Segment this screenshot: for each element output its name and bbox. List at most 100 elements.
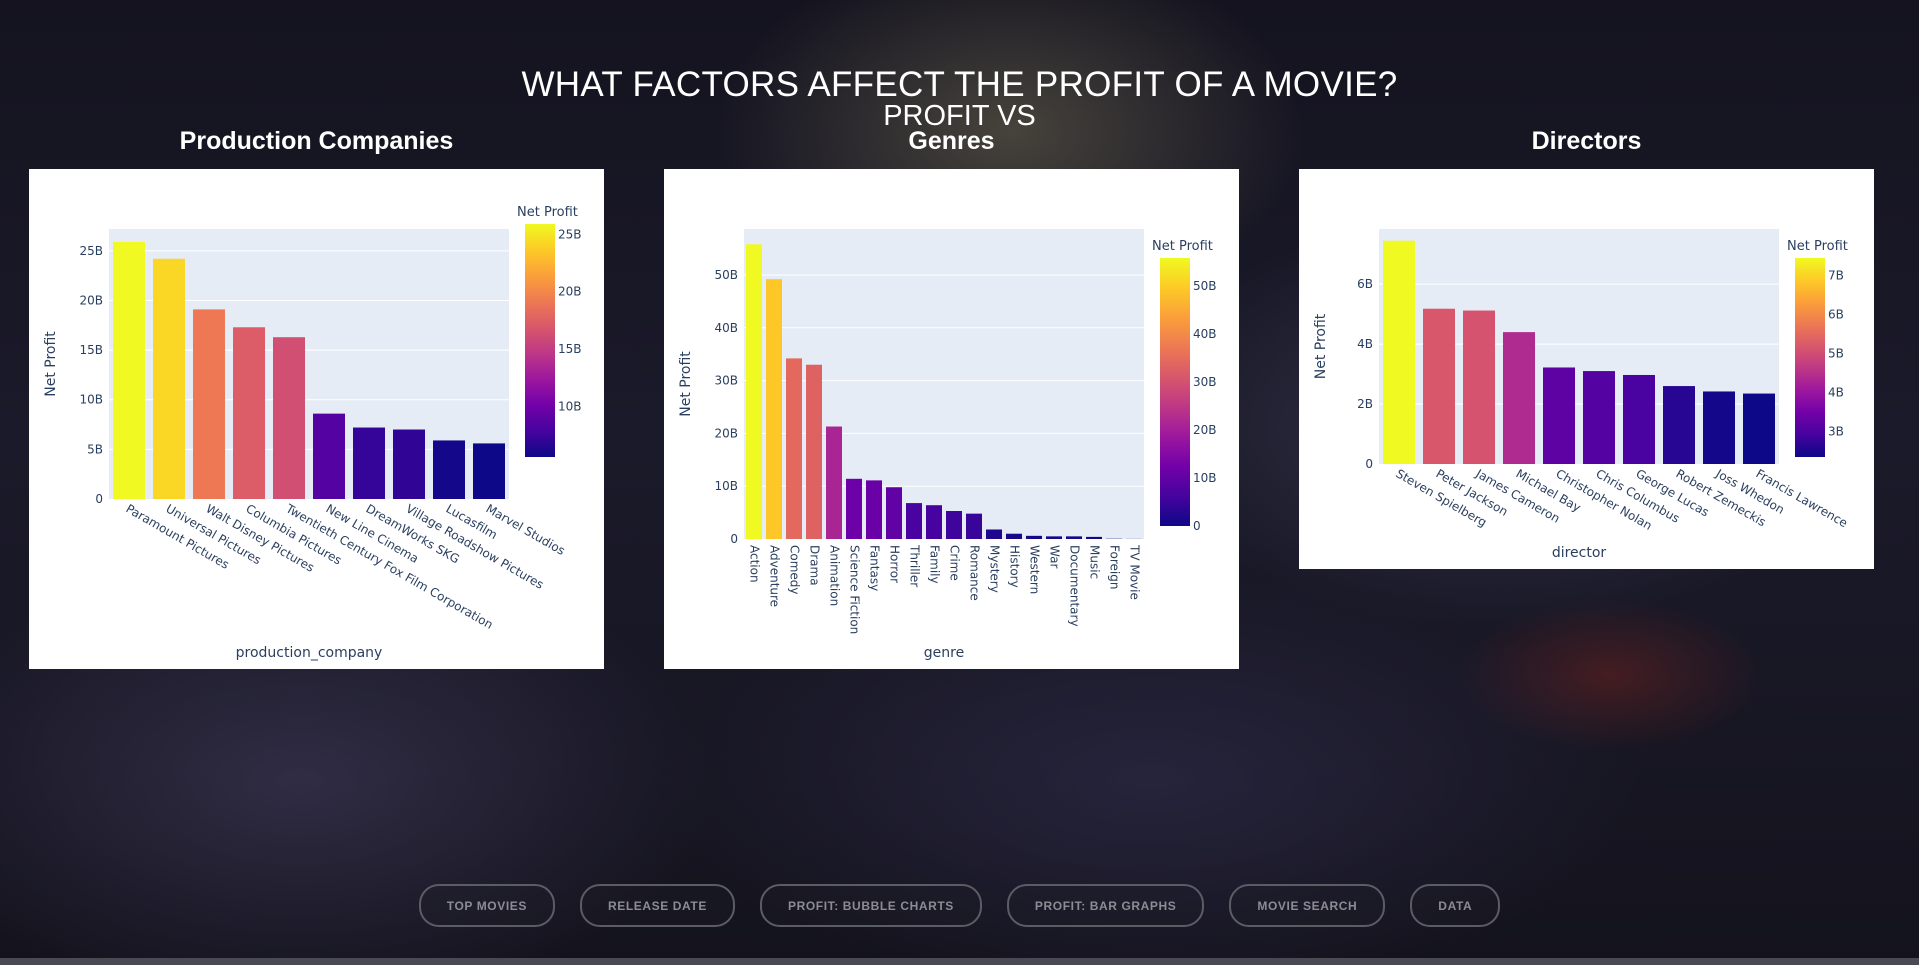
bar-crime [946,511,962,539]
bar-joss-whedon [1703,391,1735,464]
colorbar-tick-label: 10B [1193,471,1217,485]
bar-peter-jackson [1423,308,1455,464]
y-tick-label: 0 [730,532,738,546]
y-tick-label: 2B [1357,397,1373,411]
y-tick-label: 0 [1365,457,1373,471]
x-tick-label: Comedy [788,545,802,595]
bar-western [1026,535,1042,539]
y-tick-label: 20B [79,293,103,307]
x-tick-label: Family [928,545,942,584]
bar-drama [806,364,822,539]
y-axis-title: Net Profit [678,351,694,417]
bar-action [746,244,762,539]
y-tick-label: 50B [714,268,738,282]
colorbar-tick-label: 25B [558,227,582,241]
nav-top-movies-button[interactable]: TOP MOVIES [418,884,555,927]
x-tick-label: Science Fiction [848,545,862,634]
y-tick-label: 20B [714,426,738,440]
bar-family [926,505,942,539]
colorbar-title: Net Profit [517,205,578,220]
y-tick-label: 6B [1357,277,1373,291]
bar-village-roadshow-pictures [393,429,425,499]
directors-chart[interactable]: 0 2B 4B 6B Steven Spielberg Peter Jackson Jame… [1299,169,1874,569]
bar-history [1006,533,1022,539]
colorbar-tick-label: 3B [1828,425,1844,439]
bar-michael-bay [1503,332,1535,464]
nav-data-button[interactable]: DATA [1410,884,1501,927]
bar-new-line-cinema [313,413,345,499]
colorbar-title: Net Profit [1152,239,1213,254]
x-axis-title: production_company [236,645,383,661]
colorbar-tick-label: 20B [1193,423,1217,437]
x-tick-label: Thriller [908,544,922,587]
y-tick-label: 25B [79,244,103,258]
colorbar-tick-label: 10B [558,399,582,413]
bar-thriller [906,503,922,539]
bar-lucasfilm [433,440,465,499]
colorbar-tick-label: 40B [1193,327,1217,341]
bar-animation [826,426,842,539]
bar-walt-disney-pictures [193,309,225,499]
bar-paramount-pictures [113,241,145,499]
bar-james-cameron [1463,310,1495,464]
bar-columbia-pictures [233,327,265,499]
bar-universal-pictures [153,258,185,499]
y-tick-label: 15B [79,343,103,357]
x-axis-title: director [1552,545,1607,561]
nav-profit-bar-graphs-button[interactable]: PROFIT: BAR GRAPHS [1006,884,1205,927]
bar-science-fiction [846,478,862,539]
x-tick-label: Animation [828,545,842,606]
x-tick-label: Foreign [1108,545,1122,589]
bottom-nav: TOP MOVIES RELEASE DATE PROFIT: BUBBLE C… [0,884,1919,927]
nav-movie-search-button[interactable]: MOVIE SEARCH [1229,884,1386,927]
bar-marvel-studios [473,443,505,499]
genres-chart[interactable]: 0 10B 20B 30B 40B 50B Action Adventure Comedy Dra… [664,169,1239,669]
bar-twentieth-century-fox-film-corporation [273,337,305,499]
y-tick-label: 40B [714,321,738,335]
colorbar-tick-label: 0 [1193,519,1201,533]
chart-title-directors: Directors [1531,127,1642,155]
chart-title-production-companies: Production Companies [179,127,454,155]
x-axis-title: genre [924,645,964,661]
bar-war [1046,536,1062,539]
x-tick-label: TV Movie [1128,544,1142,600]
colorbar-tick-label: 30B [1193,375,1217,389]
bar-francis-lawrence [1743,393,1775,464]
y-tick-label: 30B [714,374,738,388]
nav-release-date-button[interactable]: RELEASE DATE [579,884,735,927]
genres-chart-svg[interactable]: 0 10B 20B 30B 40B 50B Action Adventure Comedy Dra… [664,169,1239,669]
colorbar [1795,258,1825,457]
bottom-strip [0,958,1919,965]
x-tick-label: Western [1028,545,1042,594]
nav-profit-bubble-charts-button[interactable]: PROFIT: BUBBLE CHARTS [759,884,982,927]
chart-title-genres: Genres [908,127,995,155]
plot-area [744,229,1144,539]
x-tick-label: Music [1088,545,1102,579]
bar-romance [966,513,982,539]
x-tick-label: Crime [948,545,962,581]
colorbar-tick-label: 4B [1828,386,1844,400]
bar-steven-spielberg [1383,240,1415,464]
page-title: WHAT FACTORS AFFECT THE PROFIT OF A MOVI… [521,65,1398,105]
colorbar-tick-label: 15B [558,342,582,356]
x-tick-label: Adventure [768,545,782,607]
x-tick-label: Horror [888,545,902,583]
y-axis-title: Net Profit [43,331,59,397]
bar-documentary [1066,536,1082,539]
bar-george-lucas [1623,374,1655,464]
y-tick-label: 10B [714,479,738,493]
production-companies-chart[interactable]: 0 5B 10B 15B 20B 25B Paramount Pictures Univers… [29,169,604,669]
bar-fantasy [866,480,882,539]
bar-dreamworks-skg [353,427,385,499]
colorbar [1160,258,1190,526]
x-tick-label: Action [748,545,762,583]
colorbar-tick-label: 6B [1828,308,1844,322]
y-tick-label: 10B [79,393,103,407]
colorbar [525,224,555,457]
y-tick-label: 4B [1357,337,1373,351]
x-tick-label: Fantasy [868,545,882,591]
x-tick-label: War [1048,545,1062,568]
y-axis-title: Net Profit [1313,313,1329,379]
